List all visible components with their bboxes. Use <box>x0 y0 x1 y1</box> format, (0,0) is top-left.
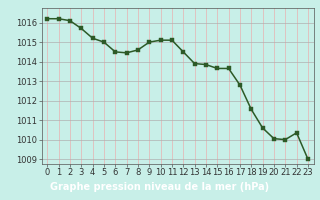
Text: Graphe pression niveau de la mer (hPa): Graphe pression niveau de la mer (hPa) <box>51 182 269 192</box>
